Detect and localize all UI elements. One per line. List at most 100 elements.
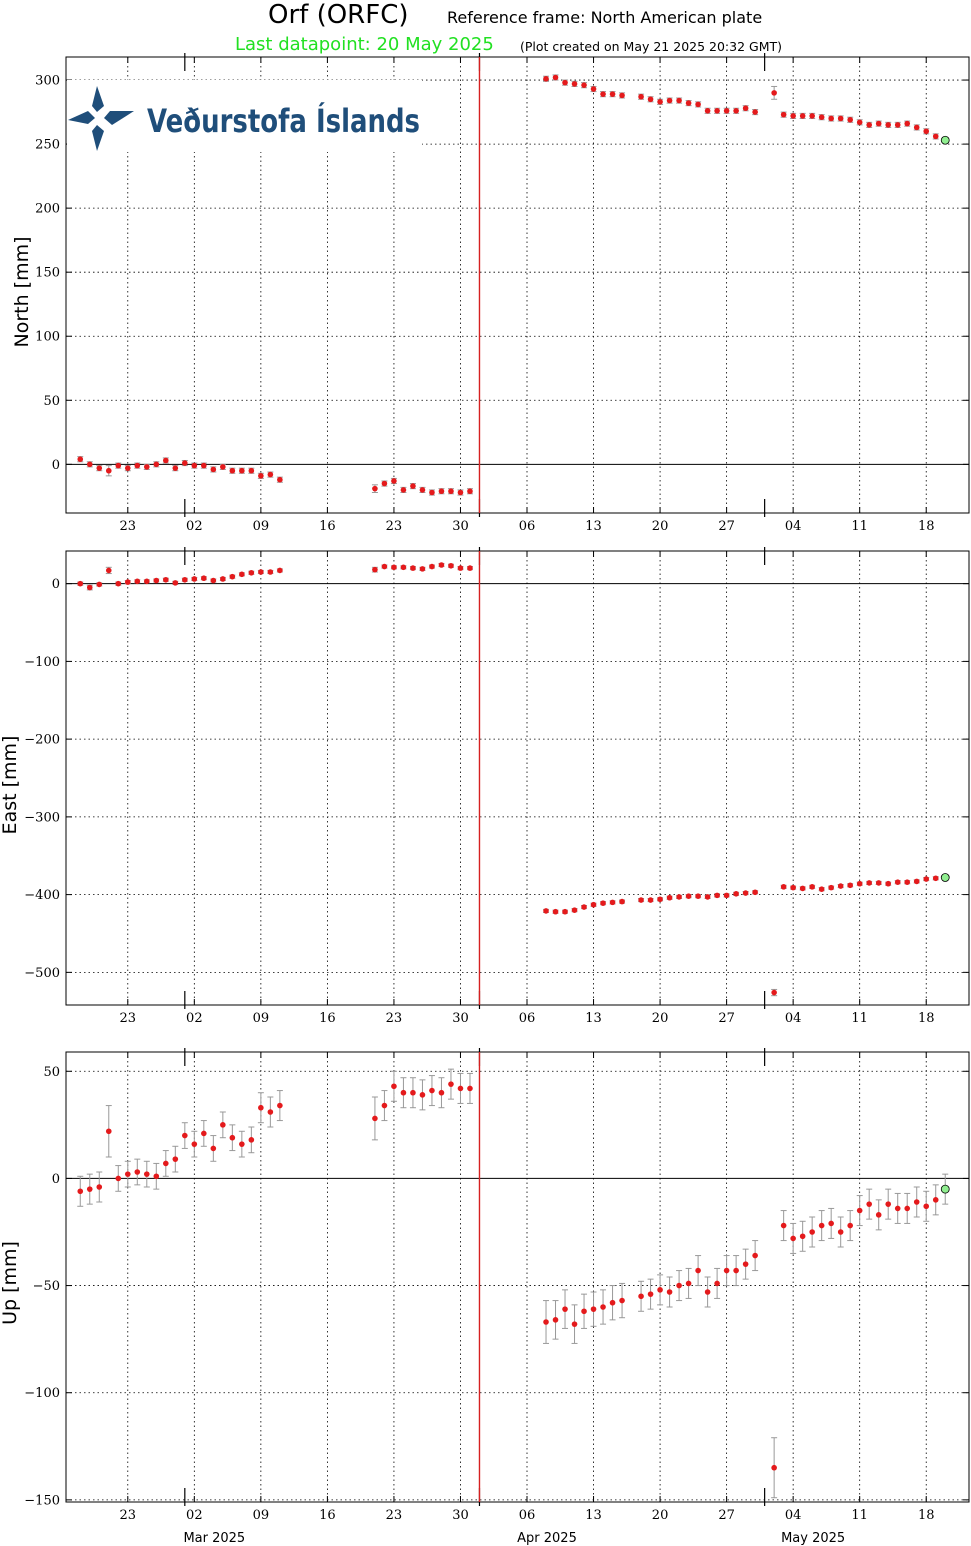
data-point [619, 92, 625, 99]
data-point [894, 122, 901, 128]
data-point [372, 485, 378, 492]
data-point [714, 892, 720, 899]
data-point [581, 82, 587, 88]
data-point [923, 1203, 930, 1210]
data-point [875, 1212, 882, 1218]
data-point [143, 1171, 150, 1177]
data-point [866, 1201, 872, 1207]
x-tick-label: 23 [386, 519, 403, 534]
reference-frame-label: Reference frame: North American plate [447, 8, 763, 27]
x-tick-label: 11 [851, 1508, 868, 1523]
data-point [267, 1109, 274, 1115]
data-point [457, 1085, 464, 1092]
data-point [552, 1317, 559, 1323]
data-point [467, 488, 473, 495]
data-point [581, 1308, 587, 1315]
data-point [191, 1141, 198, 1147]
x-tick-label: 23 [386, 1011, 403, 1026]
data-point [932, 133, 939, 140]
data-point [429, 1087, 435, 1094]
data-point [220, 1122, 226, 1128]
data-point [277, 567, 283, 574]
data-point [590, 901, 597, 908]
data-point [666, 97, 673, 104]
data-point [163, 1160, 169, 1167]
data-point [695, 1267, 701, 1274]
data-point [799, 1233, 806, 1240]
data-point [913, 1199, 920, 1205]
data-point [790, 884, 796, 891]
x-tick-label: 13 [585, 1011, 602, 1026]
data-point [229, 573, 236, 580]
data-point [704, 107, 711, 114]
y-tick-label: 200 [35, 202, 60, 217]
data-point [809, 1229, 815, 1235]
y-tick-label: −100 [24, 655, 60, 670]
data-point [695, 893, 701, 899]
data-point [809, 884, 815, 890]
data-point [932, 875, 939, 882]
x-tick-label: 16 [319, 519, 336, 534]
data-point [96, 465, 103, 471]
data-point [904, 879, 911, 885]
data-point [685, 893, 692, 899]
logo-mark-right [104, 111, 134, 125]
data-point [267, 569, 274, 575]
data-point [733, 107, 739, 114]
data-point [410, 565, 416, 571]
x-tick-label: 04 [785, 519, 802, 534]
y-tick-label: 150 [35, 266, 60, 281]
data-point [86, 1186, 93, 1192]
data-point [752, 109, 758, 115]
logo-mark-top [92, 86, 104, 112]
data-point [752, 889, 758, 896]
data-point [134, 1169, 141, 1175]
data-point [381, 563, 388, 570]
data-point [182, 460, 188, 466]
data-point [685, 100, 692, 106]
x-tick-label: 18 [918, 1508, 935, 1523]
logo-background [67, 80, 422, 152]
data-point [590, 1306, 597, 1312]
x-tick-label: 20 [652, 519, 669, 534]
data-point [391, 478, 397, 484]
logo-mark-left [68, 111, 95, 124]
data-point [552, 908, 559, 915]
data-point [809, 113, 815, 119]
data-point [163, 457, 169, 464]
data-point [153, 1173, 160, 1180]
data-point [172, 1156, 179, 1162]
data-point [391, 1083, 397, 1090]
y-tick-label: 0 [52, 577, 60, 592]
data-point [894, 879, 901, 885]
data-point [419, 487, 426, 493]
data-point [400, 487, 407, 493]
panel-north: 23 02 09 16 23 30 06 13 20 27 04 11 18 0 50 100 150 200 25… [11, 53, 970, 534]
data-point [581, 904, 587, 910]
data-point [239, 571, 245, 578]
data-point [723, 1267, 730, 1274]
x-tick-label: 23 [120, 519, 137, 534]
data-point [124, 1171, 131, 1177]
data-point [600, 91, 606, 97]
data-point [647, 1291, 654, 1297]
y-tick-label: 50 [43, 394, 60, 409]
data-point [704, 1289, 711, 1295]
x-tick-label: 02 [186, 1508, 203, 1523]
y-tick-label: 250 [35, 138, 60, 153]
data-point [143, 464, 150, 470]
data-point [372, 1115, 378, 1122]
data-point [381, 480, 388, 487]
data-point [799, 113, 806, 119]
data-point [220, 464, 226, 470]
data-point [277, 1102, 283, 1109]
data-point [467, 1085, 473, 1092]
x-tick-label: 16 [319, 1508, 336, 1523]
plot-frame [65, 56, 970, 514]
data-point [837, 115, 844, 122]
data-point [818, 886, 825, 892]
x-tick-label: 02 [186, 1011, 203, 1026]
x-tick-label: 18 [918, 1011, 935, 1026]
data-point [429, 489, 435, 496]
plot-frame [65, 1051, 970, 1503]
